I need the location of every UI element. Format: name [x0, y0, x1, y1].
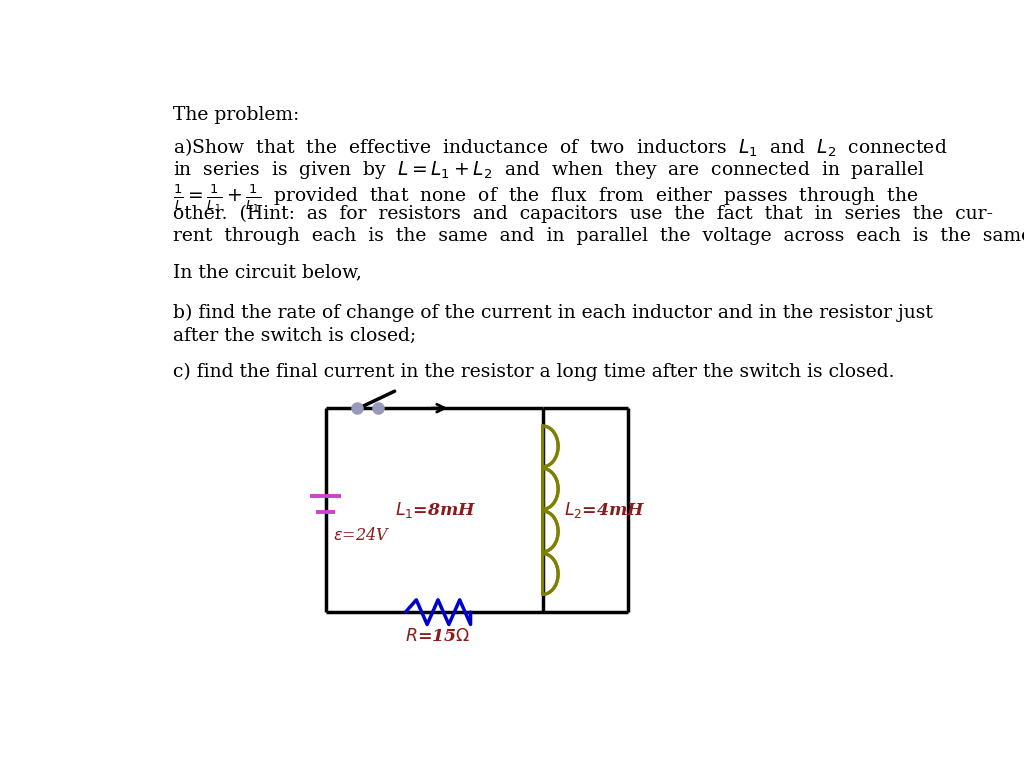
Text: other.  (Hint:  as  for  resistors  and  capacitors  use  the  fact  that  in  s: other. (Hint: as for resistors and capac… — [173, 204, 993, 222]
Text: $R$=15$\Omega$: $R$=15$\Omega$ — [406, 627, 471, 644]
Text: c) find the final current in the resistor a long time after the switch is closed: c) find the final current in the resisto… — [173, 363, 894, 381]
Text: a)Show  that  the  effective  inductance  of  two  inductors  $L_1$  and  $L_2$ : a)Show that the effective inductance of … — [173, 136, 947, 159]
Text: $\varepsilon$=24V: $\varepsilon$=24V — [334, 527, 391, 544]
Text: b) find the rate of change of the current in each inductor and in the resistor j: b) find the rate of change of the curren… — [173, 304, 933, 322]
Text: In the circuit below,: In the circuit below, — [173, 264, 361, 282]
Text: The problem:: The problem: — [173, 106, 299, 124]
Text: $L_1$=8mH: $L_1$=8mH — [395, 500, 477, 520]
Text: after the switch is closed;: after the switch is closed; — [173, 327, 416, 345]
Text: rent  through  each  is  the  same  and  in  parallel  the  voltage  across  eac: rent through each is the same and in par… — [173, 227, 1024, 245]
Text: $L_2$=4mH: $L_2$=4mH — [564, 500, 646, 520]
Text: in  series  is  given  by  $L = L_1 + L_2$  and  when  they  are  connected  in : in series is given by $L = L_1 + L_2$ an… — [173, 159, 925, 181]
Text: $\frac{1}{L} = \frac{1}{L_1} + \frac{1}{L_1}$  provided  that  none  of  the  fl: $\frac{1}{L} = \frac{1}{L_1} + \frac{1}{… — [173, 182, 919, 214]
